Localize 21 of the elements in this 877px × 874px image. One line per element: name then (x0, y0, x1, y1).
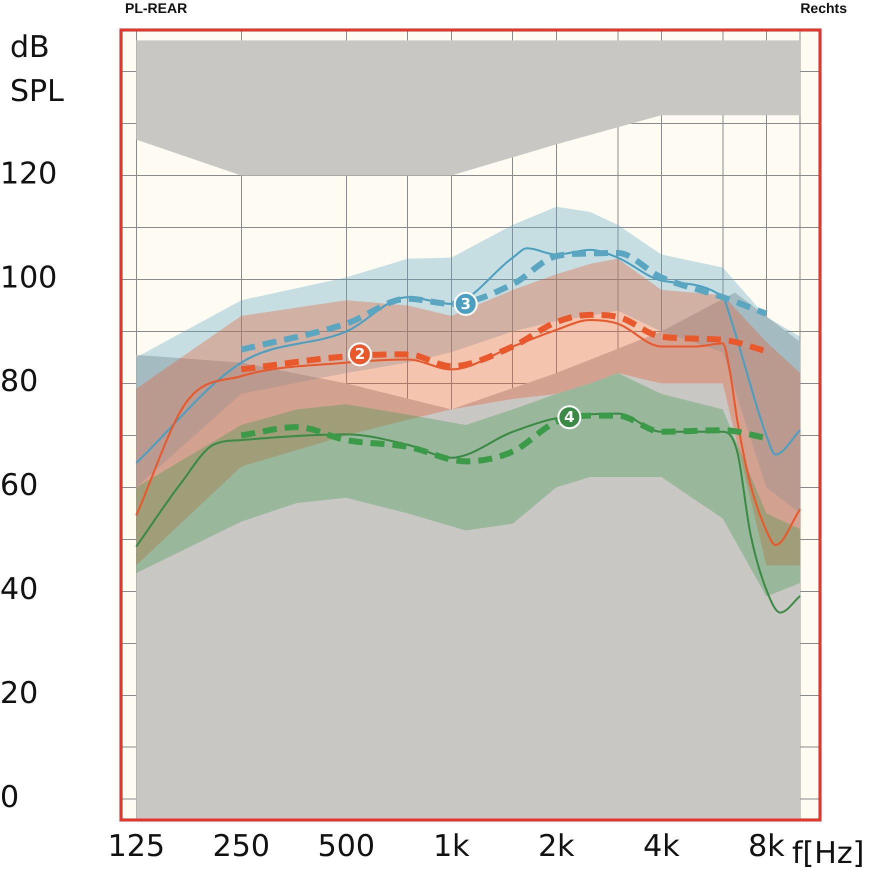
x-tick-label: 2k (538, 828, 576, 864)
x-tick-label: 125 (108, 828, 165, 864)
y-tick-label: 120 (0, 156, 58, 192)
annotation: 2 (354, 345, 366, 364)
x-axis-title: f[Hz] (792, 836, 864, 871)
x-tick-label: 1k (433, 828, 470, 864)
x-tick-label: 500 (318, 828, 375, 864)
y-tick-label: 60 (0, 468, 38, 504)
y-tick-label: 100 (0, 260, 58, 296)
annotation: 3 (460, 294, 471, 313)
x-tick-label: 4k (643, 828, 680, 864)
y-tick-label: 20 (0, 676, 38, 712)
annotation: 4 (564, 408, 575, 426)
y-tick-label: 80 (0, 364, 38, 400)
y-tick-label: 40 (0, 572, 38, 608)
y-tick-label: 0 (0, 780, 20, 816)
x-tick-label: 8k (748, 828, 786, 864)
x-tick-label: 250 (212, 828, 270, 864)
y-axis-title: dB SPL (10, 29, 65, 111)
chart-subtitle: Rechts (800, 0, 847, 16)
chart-title: PL-REAR (125, 0, 188, 16)
